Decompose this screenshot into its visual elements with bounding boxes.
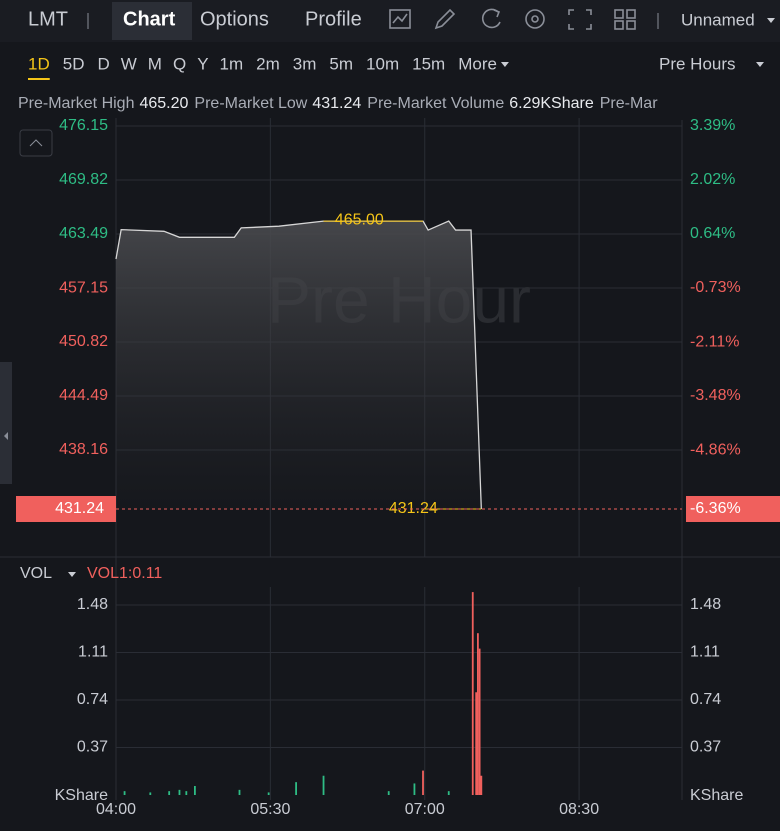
y-tick-label: 1.48	[77, 596, 108, 613]
unit-label: KShare	[55, 787, 108, 804]
period[interactable]: W	[121, 54, 137, 73]
y2-tick-label: -3.48%	[690, 387, 741, 404]
volume-bar	[123, 791, 126, 795]
y-tick-label: 1.11	[78, 644, 108, 661]
x-tick-label: 04:00	[96, 801, 136, 818]
collapse-button[interactable]	[19, 129, 53, 157]
y-tick-label: 450.82	[59, 333, 108, 350]
x-tick-label: 05:30	[250, 801, 290, 818]
session-select[interactable]: Pre Hours	[659, 54, 736, 73]
y-tick-label: 0.37	[690, 739, 721, 756]
symbol[interactable]: LMT	[28, 8, 68, 30]
volume-bar	[471, 592, 474, 795]
volume-bar	[238, 789, 241, 795]
stat-value: 431.24	[312, 95, 361, 112]
period[interactable]: 1m	[220, 54, 244, 73]
stat-label: Pre-Mar	[600, 95, 658, 112]
y2-tick-label: -0.73%	[690, 279, 741, 296]
period[interactable]: 5D	[63, 54, 85, 73]
volume-bar	[193, 786, 196, 795]
volume-indicator: VOL1:0.11	[87, 565, 162, 582]
volume-bar	[168, 791, 171, 795]
period[interactable]: 3m	[293, 54, 317, 73]
period[interactable]: 15m	[412, 54, 445, 73]
volume-bar	[178, 789, 181, 795]
x-tick-label: 08:30	[559, 801, 599, 818]
annotation-label: 465.00	[335, 211, 384, 228]
period[interactable]: M	[148, 54, 162, 73]
stat-value: 465.20	[139, 95, 188, 112]
dropdown-arrow	[767, 18, 775, 23]
y-tick-label: 1.11	[690, 644, 720, 661]
volume-bar	[322, 775, 325, 795]
volume-bar	[413, 783, 416, 795]
volume-bar	[447, 791, 450, 795]
change-label: -6.36%	[690, 500, 741, 517]
last-price-tag	[16, 496, 116, 522]
volume-bar	[422, 770, 424, 795]
period[interactable]: D	[97, 54, 109, 73]
y-tick-label: 0.37	[77, 739, 108, 756]
y2-tick-label: -4.86%	[690, 441, 741, 458]
y-tick-label: 1.48	[690, 596, 721, 613]
period[interactable]: 5m	[329, 54, 353, 73]
tab[interactable]: Profile	[305, 8, 362, 30]
change-tag	[686, 496, 780, 522]
tab[interactable]: Chart	[123, 8, 176, 30]
y-tick-label: 0.74	[77, 691, 108, 708]
side-arrow	[4, 432, 8, 440]
dropdown-arrow	[756, 62, 764, 67]
y2-tick-label: 2.02%	[690, 171, 735, 188]
tab[interactable]: Options	[200, 8, 269, 30]
y-tick-label: 476.15	[59, 117, 108, 134]
period[interactable]: 10m	[366, 54, 399, 73]
active-tab[interactable]	[112, 2, 192, 40]
toolbar-icons[interactable]	[389, 8, 636, 30]
volume-bar	[480, 775, 483, 795]
area-fill	[116, 221, 482, 510]
volume-title[interactable]: VOL	[20, 565, 52, 582]
period[interactable]: 1D	[28, 54, 50, 73]
dropdown-arrow	[68, 572, 76, 577]
stat-label: Pre-Market High	[18, 95, 134, 112]
period-underline	[28, 78, 50, 80]
volume-bar	[267, 792, 270, 795]
y-tick-label: 457.15	[59, 279, 108, 296]
x-tick-label: 07:00	[405, 801, 445, 818]
y-tick-label: 0.74	[690, 691, 721, 708]
period[interactable]: Q	[173, 54, 186, 73]
collapse-icon	[29, 139, 43, 147]
y2-tick-label: 3.39%	[690, 117, 735, 134]
y2-tick-label: -2.11%	[690, 333, 740, 350]
period[interactable]: Y	[197, 54, 208, 73]
layout-name[interactable]: Unnamed	[681, 10, 755, 29]
volume-bar	[475, 692, 478, 795]
volume-bar	[185, 791, 188, 795]
last-price-label: 431.24	[55, 500, 104, 517]
y-tick-label: 444.49	[59, 387, 108, 404]
y-tick-label: 463.49	[59, 225, 108, 242]
annotation-label: 431.24	[389, 500, 438, 517]
volume-bar	[476, 633, 479, 795]
y-tick-label: 469.82	[59, 171, 108, 188]
volume-bar	[295, 782, 297, 795]
period[interactable]: More	[458, 54, 497, 73]
dropdown-arrow	[500, 62, 509, 67]
volume-bar	[478, 648, 481, 795]
y-tick-label: 438.16	[59, 441, 108, 458]
unit-label: KShare	[690, 787, 743, 804]
side-tab[interactable]	[0, 362, 12, 484]
y2-tick-label: 0.64%	[690, 225, 735, 242]
volume-bar	[387, 791, 390, 795]
period[interactable]: 2m	[256, 54, 280, 73]
price-line	[115, 220, 482, 510]
volume-bar	[149, 792, 152, 795]
stat-label: Pre-Market Low	[194, 95, 307, 112]
stat-label: Pre-Market Volume	[367, 95, 504, 112]
stat-value: 6.29KShare	[509, 95, 594, 112]
